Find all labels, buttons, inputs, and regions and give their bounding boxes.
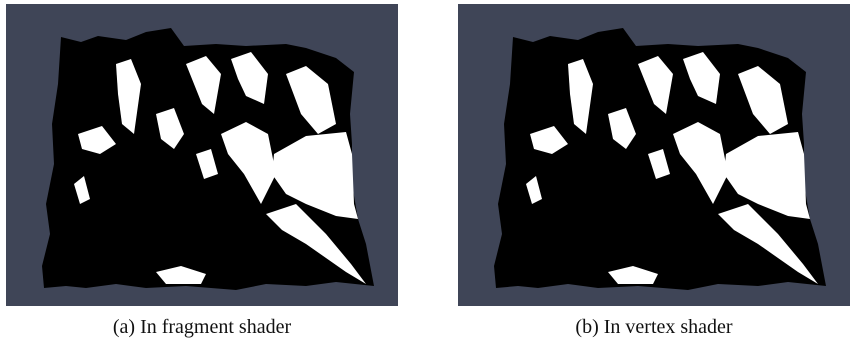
figure: (a) In fragment shader (b) In vertex sha… — [0, 0, 853, 347]
caption: (a) In fragment shader — [6, 316, 398, 339]
terrain-image — [6, 4, 398, 306]
caption: (b) In vertex shader — [458, 316, 850, 339]
terrain-image — [458, 4, 850, 306]
